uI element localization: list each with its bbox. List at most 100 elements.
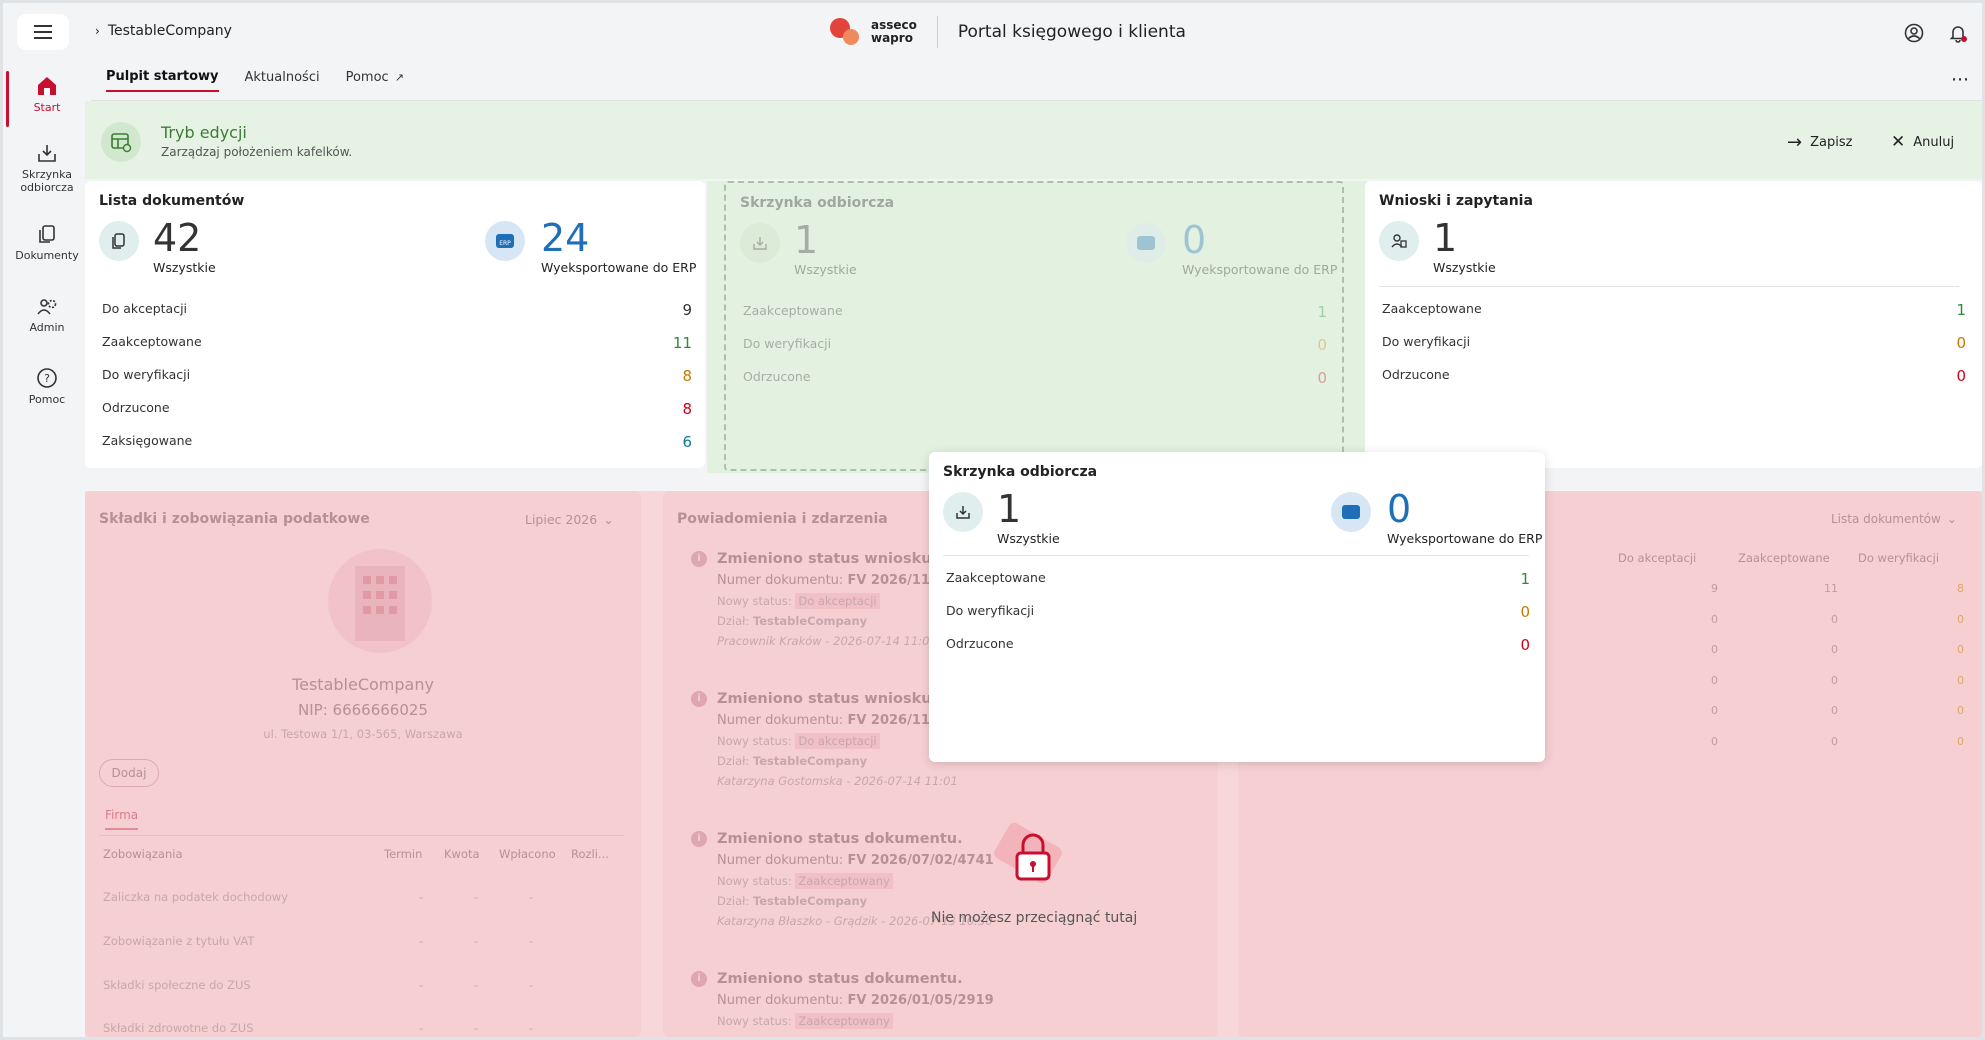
table-row: 9 11 8	[1618, 582, 1968, 595]
doc-label: Numer dokumentu:	[717, 573, 844, 588]
doc-label: Numer dokumentu:	[717, 713, 844, 728]
row-label: Odrzucone	[1382, 367, 1450, 382]
inbox-total: 1	[794, 218, 819, 262]
cell-value: 0	[1831, 673, 1838, 687]
row-name: Zobowiązanie z tytułu VAT	[103, 934, 255, 948]
chevron-down-icon: ⌄	[1946, 512, 1957, 526]
sidebar-item-admin[interactable]: Admin	[3, 295, 91, 334]
save-label: Zapisz	[1810, 135, 1853, 150]
sidebar-item-documents[interactable]: Dokumenty	[3, 223, 91, 262]
info-icon: i	[691, 971, 707, 987]
row-label: Do weryfikacji	[743, 336, 832, 351]
row-name: Zaliczka na podatek dochodowy	[103, 890, 288, 904]
list-item[interactable]: Zaksięgowane 6	[102, 433, 692, 451]
tile-divider	[1379, 286, 1959, 287]
cell-value: 8	[1957, 582, 1964, 595]
tab-help[interactable]: Pomoc ↗	[346, 69, 404, 92]
row-value: 0	[1520, 636, 1530, 654]
dept-value: TestableCompany	[752, 754, 868, 768]
tab-firma[interactable]: Firma	[105, 808, 139, 830]
notification-item: i Zmieniono status dokumentu. Numer dokum…	[691, 831, 1211, 928]
company-name: TestableCompany	[292, 675, 434, 694]
menu-button[interactable]	[17, 14, 69, 50]
dept-label: Dział:	[717, 894, 750, 908]
company-nip: NIP: 6666666025	[298, 701, 428, 719]
header-brand: asseco wapro Portal księgowego i klienta	[829, 16, 1186, 48]
svg-text:?: ?	[44, 372, 50, 385]
documents-tile[interactable]: Lista dokumentów 42 Wszystkie ERP 24 Wye…	[85, 181, 705, 468]
chevron-down-icon: ⌄	[603, 512, 614, 527]
cell-value: 0	[1957, 734, 1964, 748]
save-button[interactable]: → Zapisz	[1787, 132, 1852, 153]
list-item[interactable]: Zaakceptowane 1	[1382, 301, 1966, 319]
sidebar-item-help[interactable]: ? Pomoc	[3, 367, 91, 406]
breadcrumb[interactable]: › TestableCompany	[95, 23, 232, 39]
month-dropdown[interactable]: Lipiec 2026 ⌄	[525, 512, 614, 527]
documents-icon	[39, 225, 55, 243]
dept-label: Dział:	[717, 614, 750, 628]
column-header: Zobowiązania	[103, 847, 183, 861]
erp-icon	[1126, 223, 1166, 263]
list-item[interactable]: Do weryfikacji 0	[946, 603, 1530, 621]
list-item[interactable]: Do weryfikacji 8	[102, 367, 692, 385]
cell-value: 0	[1957, 673, 1964, 687]
chevron-right-icon: ›	[95, 24, 100, 38]
edit-mode-subtitle: Zarządzaj położeniem kafelków.	[161, 145, 353, 159]
sidebar-item-inbox[interactable]: Skrzynka odbiorcza	[3, 142, 91, 194]
status-label: Nowy status:	[717, 1014, 792, 1028]
tile-divider	[943, 555, 1529, 556]
column-header: Do weryfikacji	[1858, 551, 1940, 565]
account-button[interactable]	[1903, 22, 1925, 44]
row-wplacono: -	[529, 934, 534, 948]
row-wplacono: -	[529, 1021, 534, 1035]
list-item[interactable]: Odrzucone 0	[1382, 367, 1966, 385]
home-icon	[38, 77, 56, 95]
list-dropdown[interactable]: Lista dokumentów ⌄	[1831, 512, 1957, 526]
sidebar-item-start[interactable]: Start	[3, 75, 91, 114]
drop-zone	[707, 181, 1367, 473]
row-wplacono: -	[529, 890, 534, 904]
month-label: Lipiec 2026	[525, 512, 598, 527]
dropdown-label: Lista dokumentów	[1831, 512, 1941, 526]
table-row: 0 0 0	[1618, 735, 1968, 748]
list-item[interactable]: Zaakceptowane 1	[946, 570, 1530, 588]
row-kwota: -	[474, 890, 479, 904]
close-icon: ✕	[1891, 132, 1906, 152]
cell-value: 0	[1711, 673, 1718, 687]
list-item[interactable]: Do akceptacji 9	[102, 301, 692, 319]
page-tabs: Pulpit startowy Aktualności Pomoc ↗	[106, 69, 404, 92]
erp-icon	[1331, 492, 1371, 532]
bell-icon	[1949, 26, 1967, 43]
list-item[interactable]: Zaakceptowane 11	[102, 334, 692, 352]
cancel-button[interactable]: ✕ Anuluj	[1891, 132, 1954, 152]
requests-tile[interactable]: Wnioski i zapytania 1 Wszystkie Zaakcept…	[1365, 181, 1982, 468]
cell-value: 0	[1711, 734, 1718, 748]
status-badge: Do akceptacji	[795, 593, 880, 609]
list-item[interactable]: Odrzucone 8	[102, 400, 692, 418]
edit-mode-bar: Tryb edycji Zarządzaj położeniem kafelkó…	[85, 101, 1982, 179]
erp-icon: ERP	[485, 221, 525, 261]
dragged-inbox-tile[interactable]: Skrzynka odbiorcza 1 Wszystkie 0 Wyekspo…	[929, 452, 1545, 762]
inbox-erp: 0	[1182, 218, 1207, 262]
column-header: Termin	[384, 847, 423, 861]
request-user-icon	[1379, 221, 1419, 261]
add-button[interactable]: Dodaj	[99, 759, 159, 787]
list-item[interactable]: Odrzucone 0	[946, 636, 1530, 654]
notification-meta: Katarzyna Błaszko - Grądzik - 2026-07-13…	[717, 914, 993, 928]
right-table-header: Do akceptacji Zaakceptowane Do weryfikac…	[1618, 551, 1968, 565]
help-icon: ?	[37, 368, 57, 388]
documents-total-label: Wszystkie	[153, 260, 216, 275]
inbox-icon	[740, 223, 780, 263]
tab-dashboard[interactable]: Pulpit startowy	[106, 69, 219, 92]
row-value: 1	[1317, 303, 1327, 321]
tile-title: Lista dokumentów	[99, 193, 245, 209]
row-termin: -	[419, 890, 424, 904]
tab-news[interactable]: Aktualności	[245, 69, 320, 92]
notifications-button[interactable]	[1947, 22, 1969, 44]
more-options-button[interactable]: ⋯	[1951, 69, 1970, 90]
dept-value: TestableCompany	[752, 614, 868, 628]
breadcrumb-company: TestableCompany	[107, 23, 232, 39]
info-icon: i	[691, 691, 707, 707]
list-item[interactable]: Do weryfikacji 0	[1382, 334, 1966, 352]
taxes-tile: Składki i zobowiązania podatkowe Lipiec …	[85, 491, 641, 1037]
